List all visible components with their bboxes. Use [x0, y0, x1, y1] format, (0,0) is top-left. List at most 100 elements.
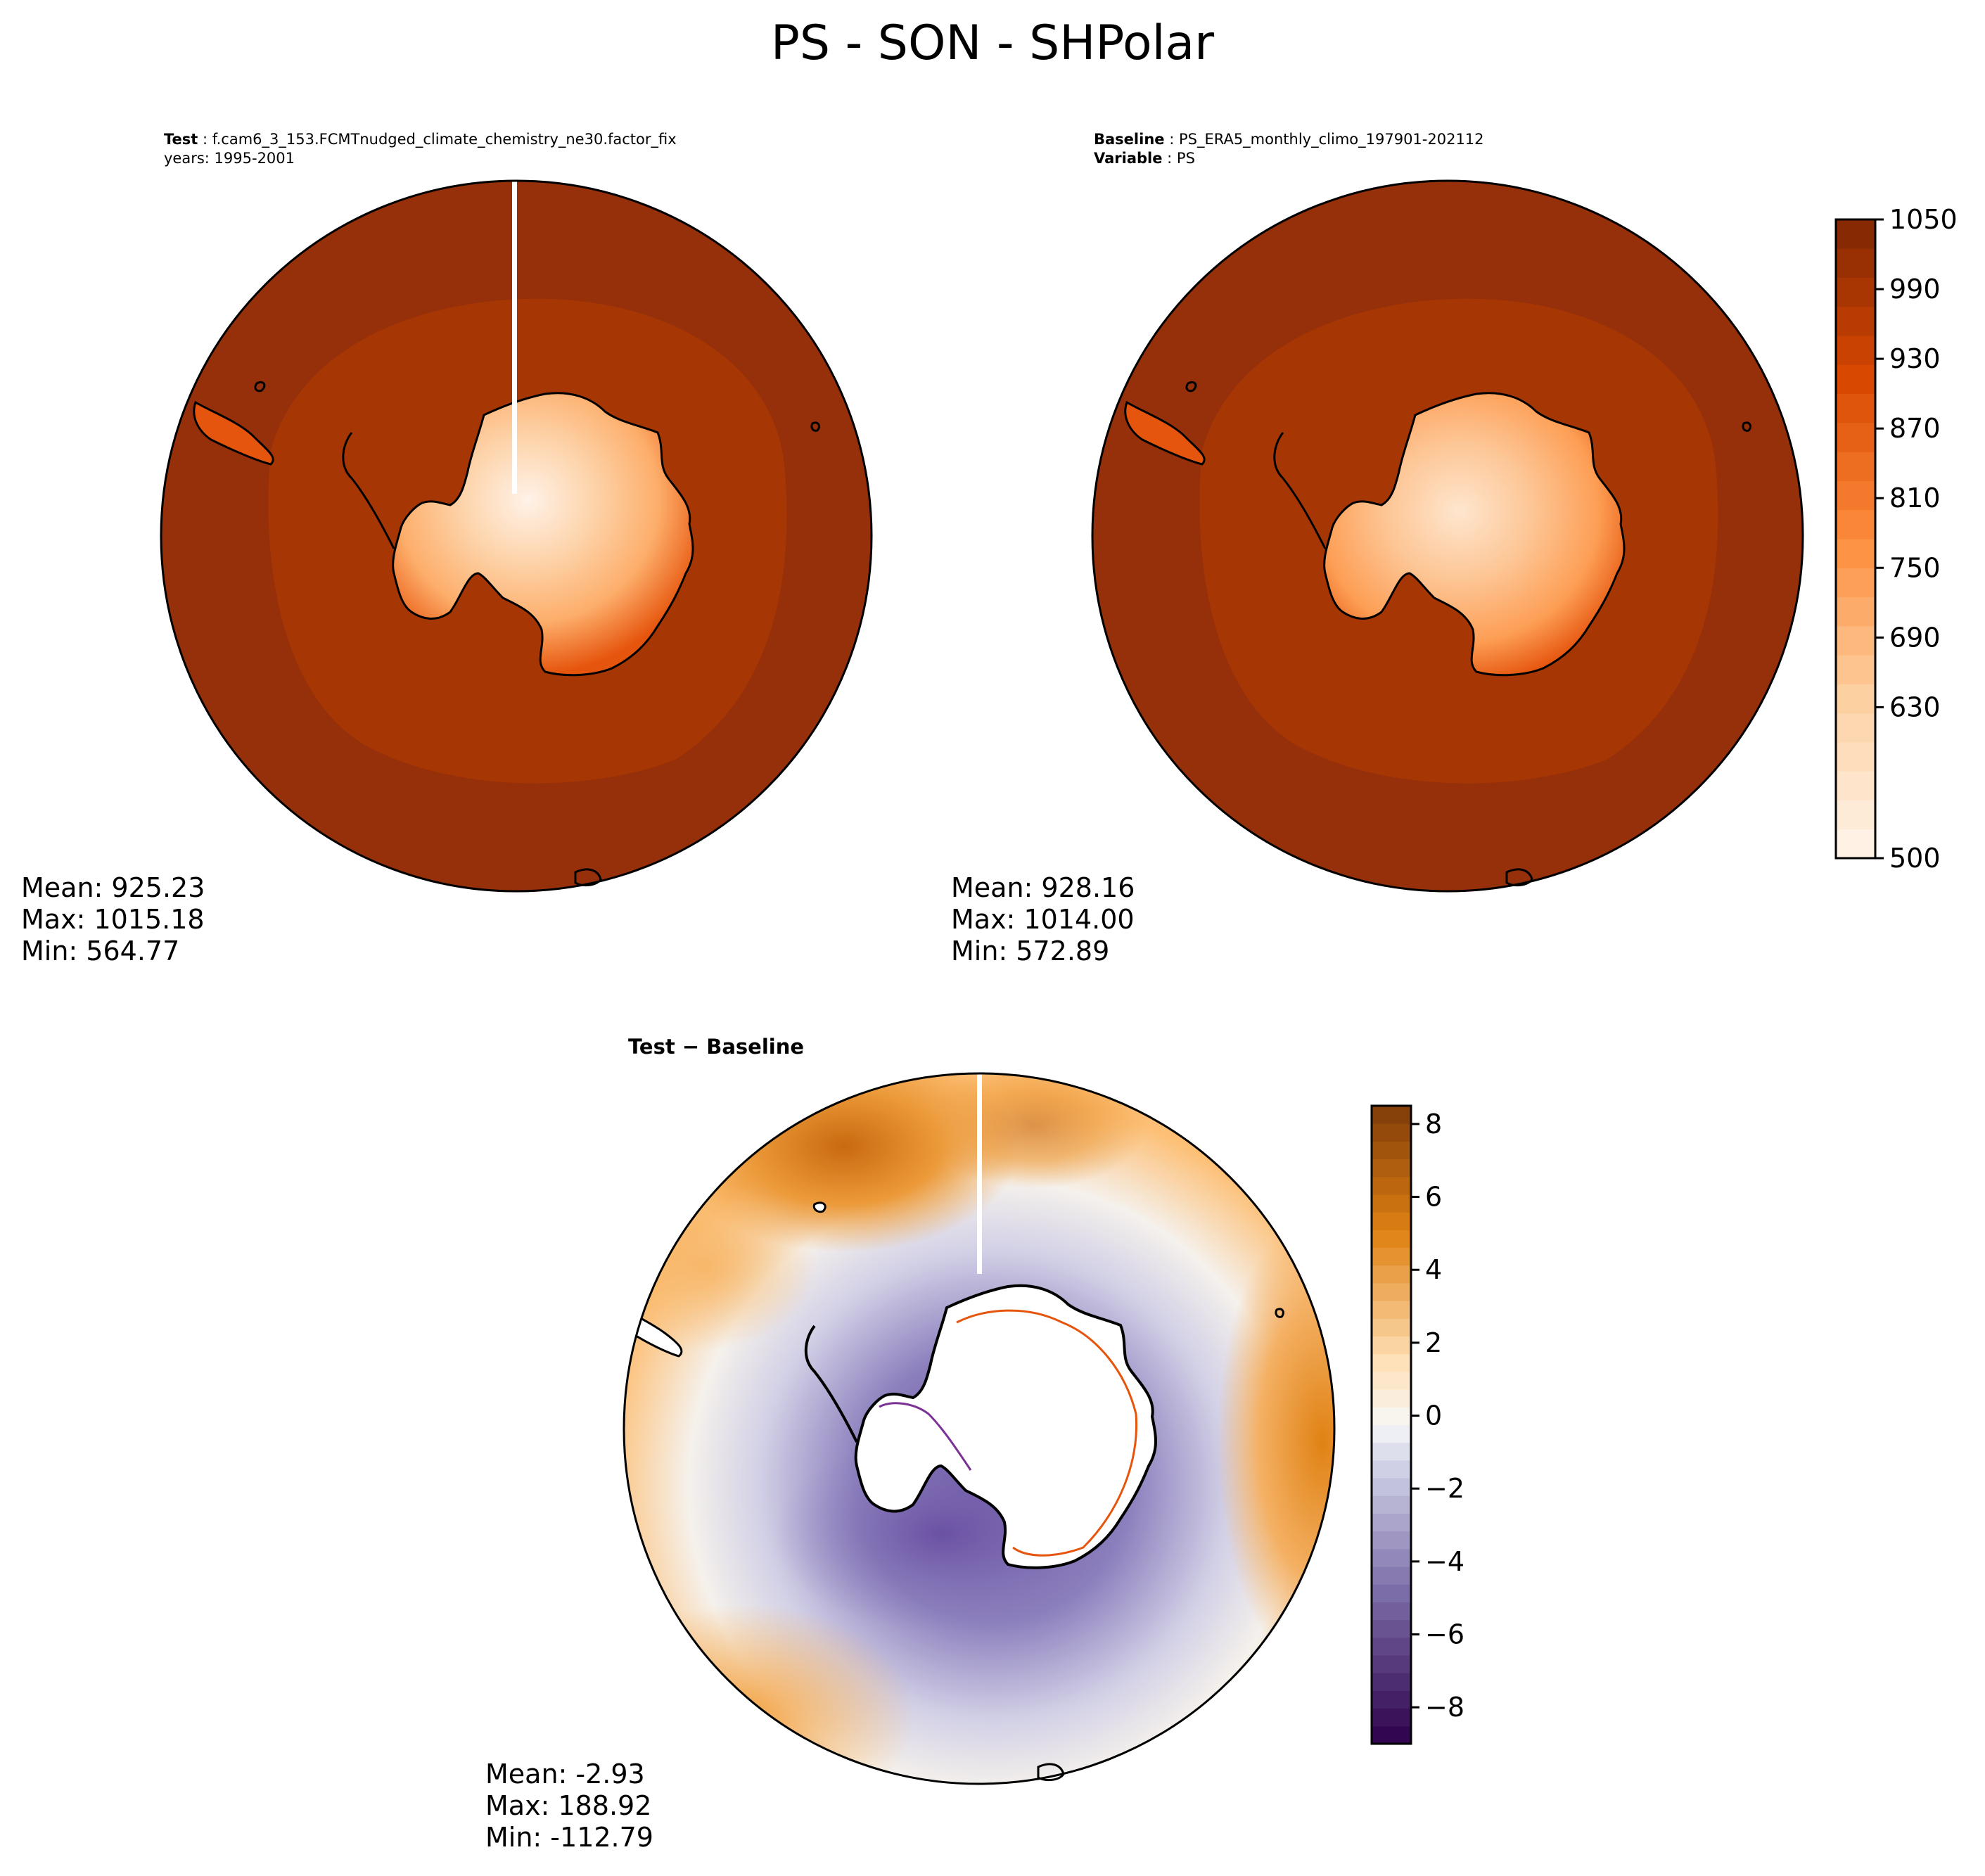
- baseline-stats: Mean: 928.16 Max: 1014.00 Min: 572.89: [951, 872, 1135, 967]
- diff-colorbar-tick-label: 4: [1425, 1254, 1442, 1285]
- diff-colorbar-tick-label: 0: [1425, 1400, 1442, 1431]
- test-antarctica: [392, 392, 694, 677]
- baseline-south-america: [1124, 400, 1206, 466]
- test-panel-title: Test : f.cam6_3_153.FCMTnudged_climate_c…: [164, 130, 677, 168]
- diff-colorbar-tick-label: 2: [1425, 1327, 1442, 1358]
- ps-colorbar-tick-label: 690: [1889, 622, 1941, 653]
- baseline-falkland-islands: [1185, 381, 1197, 393]
- diff-colorbar-band: [1372, 1247, 1411, 1266]
- diff-colorbar-band: [1372, 1282, 1411, 1301]
- diff-colorbar-band: [1372, 1353, 1411, 1372]
- baseline-antarctica: [1323, 392, 1626, 677]
- ps-colorbar-band: [1836, 509, 1875, 540]
- diff-colorbar-band: [1372, 1548, 1411, 1567]
- ps-colorbar-tick-label: 630: [1889, 691, 1941, 722]
- variable-label: Variable: [1094, 150, 1163, 167]
- baseline-max: Max: 1014.00: [951, 904, 1135, 935]
- diff-colorbar-band: [1372, 1601, 1411, 1621]
- ps-colorbar-band: [1836, 596, 1875, 627]
- test-island-east: [810, 421, 820, 432]
- test-falkland-islands: [254, 381, 266, 393]
- diff-colorbar-band: [1372, 1140, 1411, 1160]
- diff-colorbar-band: [1372, 1672, 1411, 1691]
- diff-colorbar-band: [1372, 1229, 1411, 1249]
- test-antarctic-peninsula: [342, 432, 395, 549]
- test-stats: Mean: 925.23 Max: 1015.18 Min: 564.77: [21, 872, 205, 967]
- ps-colorbar-band: [1836, 741, 1875, 772]
- diff-colorbar-band: [1372, 1460, 1411, 1479]
- diff-falkland-islands: [812, 1201, 826, 1213]
- ps-colorbar-frame: [1834, 218, 1877, 860]
- diff-colorbar-band: [1372, 1317, 1411, 1337]
- diff-colorbar-band: [1372, 1265, 1411, 1284]
- diff-label-test: Test: [628, 1035, 675, 1059]
- test-label: Test: [164, 131, 198, 148]
- baseline-map-border: [1091, 179, 1804, 893]
- diff-colorbar-band: [1372, 1300, 1411, 1319]
- baseline-case-name: PS_ERA5_monthly_climo_197901-202112: [1178, 131, 1484, 148]
- diff-antarctic-peninsula: [804, 1325, 858, 1443]
- baseline-map: [1091, 179, 1804, 893]
- figure-title: PS - SON - SHPolar: [770, 15, 1215, 71]
- diff-panel-title: Test − Baseline: [628, 1034, 804, 1059]
- diff-colorbar-band: [1372, 1442, 1411, 1461]
- test-min: Min: 564.77: [21, 936, 180, 966]
- diff-colorbar-tick-label: −6: [1425, 1619, 1464, 1650]
- diff-colorbar-band: [1372, 1725, 1411, 1744]
- ps-colorbar-tick-label: 810: [1889, 483, 1941, 513]
- diff-colorbar-band: [1372, 1512, 1411, 1532]
- diff-colorbar-band: [1372, 1708, 1411, 1727]
- ps-colorbar-band: [1836, 770, 1875, 800]
- diff-map: [623, 1072, 1336, 1785]
- diff-colorbar-band: [1372, 1176, 1411, 1195]
- ps-colorbar-band: [1836, 335, 1875, 365]
- diff-colorbar-tick-label: 8: [1425, 1109, 1442, 1140]
- diff-colorbar-band: [1372, 1389, 1411, 1408]
- diff-stats: Mean: -2.93 Max: 188.92 Min: -112.79: [485, 1759, 653, 1853]
- diff-seam: [977, 1073, 982, 1274]
- ps-colorbar-tick-label: 870: [1889, 413, 1941, 444]
- diff-colorbar-band: [1372, 1406, 1411, 1425]
- diff-colorbar-tick-label: −4: [1425, 1546, 1464, 1577]
- diff-coast-contour-orange: [956, 1309, 1138, 1557]
- ps-colorbar-tick-label: 990: [1889, 274, 1941, 305]
- diff-colorbar-band: [1372, 1194, 1411, 1213]
- ps-colorbar-tick-label: 500: [1889, 843, 1941, 874]
- diff-min: Min: -112.79: [485, 1822, 653, 1853]
- diff-coast-contour-purple: [879, 1402, 972, 1471]
- baseline-colon: :: [1164, 131, 1179, 148]
- ps-colorbar-band: [1836, 277, 1875, 307]
- ps-colorbar-band: [1836, 829, 1875, 859]
- ps-colorbar-band: [1836, 538, 1875, 568]
- diff-colorbar-band: [1372, 1371, 1411, 1390]
- diff-map-border: [623, 1072, 1336, 1785]
- diff-colorbar-tick-label: −8: [1425, 1692, 1464, 1723]
- baseline-min: Min: 572.89: [951, 936, 1110, 966]
- ps-colorbar-band: [1836, 248, 1875, 279]
- diff-colorbar-band: [1372, 1211, 1411, 1230]
- diff-colorbar-band: [1372, 1654, 1411, 1673]
- ps-colorbar-tick-label: 750: [1889, 552, 1941, 583]
- ps-colorbar-band: [1836, 451, 1875, 481]
- diff-colorbar-band: [1372, 1531, 1411, 1550]
- test-case-name: f.cam6_3_153.FCMTnudged_climate_chemistr…: [212, 131, 677, 148]
- test-years: years: 1995-2001: [164, 150, 295, 167]
- baseline-mean: Mean: 928.16: [951, 872, 1135, 903]
- diff-anomaly-east: [1217, 1210, 1334, 1674]
- baseline-label: Baseline: [1094, 131, 1165, 148]
- test-south-america: [193, 400, 274, 466]
- ps-colorbar-band: [1836, 625, 1875, 656]
- diff-colorbar-band: [1372, 1583, 1411, 1602]
- diff-colorbar-band: [1372, 1637, 1411, 1656]
- diff-colorbar-tick-label: −2: [1425, 1473, 1464, 1504]
- diff-anomaly-southwest: [624, 1604, 914, 1784]
- diff-colorbar-band: [1372, 1424, 1411, 1443]
- baseline-antarctic-peninsula: [1273, 432, 1327, 549]
- diff-colorbar: −8 −6 −4 −2 0 2 4 6 8: [1370, 1104, 1464, 1745]
- diff-island-east: [1275, 1308, 1284, 1318]
- diff-colorbar-tick-label: 6: [1425, 1182, 1442, 1213]
- diff-mean: Mean: -2.93: [485, 1759, 645, 1789]
- diff-colorbar-band: [1372, 1619, 1411, 1638]
- ps-colorbar-band: [1836, 567, 1875, 598]
